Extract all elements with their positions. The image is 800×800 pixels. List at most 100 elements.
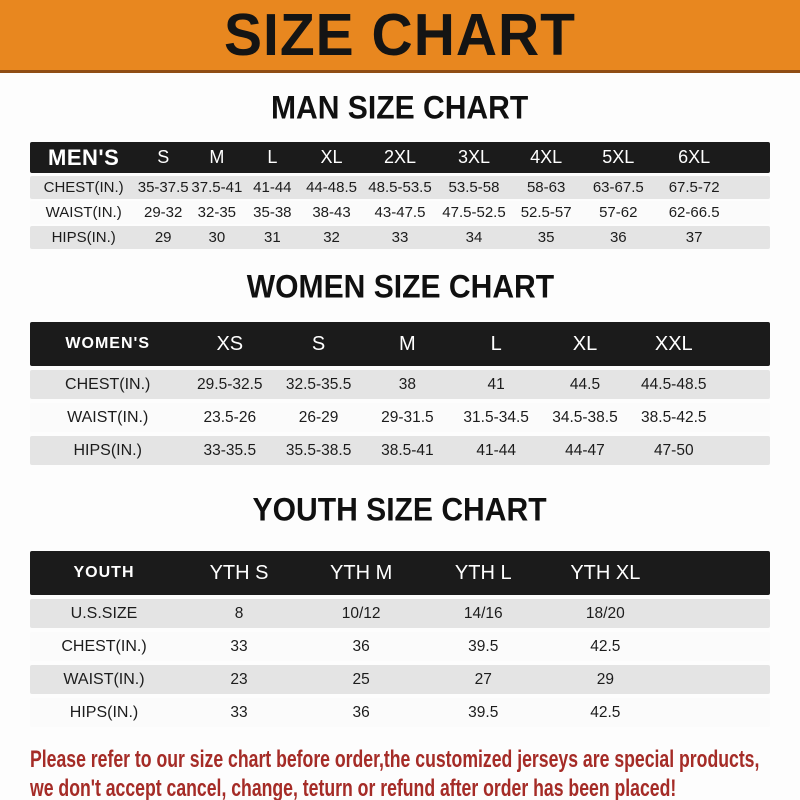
men-size-value: 35-38 — [253, 204, 292, 221]
youth-size-value: 42.5 — [590, 703, 621, 721]
men-table-label: MEN'S — [48, 144, 120, 170]
youth-size-value: 39.5 — [468, 637, 499, 655]
youth-size-value: 36 — [352, 637, 370, 655]
men-size-column-header: 5XL — [602, 147, 635, 167]
men-size-value: 62-66.5 — [668, 204, 720, 221]
youth-size-value: 14/16 — [463, 604, 503, 622]
women-size-column-header: XXL — [654, 332, 693, 355]
youth-size-value: 36 — [352, 703, 370, 721]
women-size-value: 29.5-32.5 — [197, 375, 263, 393]
men-size-value: 29-32 — [144, 204, 183, 221]
women-size-value: 38 — [398, 375, 416, 393]
men-size-value: 44-48.5 — [306, 179, 357, 196]
women-table-row: HIPS(IN.) 33-35.5 35.5-38.5 38.5-41 41-44 44-… — [30, 436, 770, 465]
women-size-value: 47-50 — [653, 441, 694, 459]
youth-size-table: YOUTH YTH S YTH M YTH L YTH XL U.S.SIZE 8 10/12… — [30, 551, 770, 727]
youth-row-label: HIPS(IN.) — [69, 703, 139, 721]
men-row-label: WAIST(IN.) — [45, 204, 122, 221]
men-table-row: CHEST(IN.) 35-37.5 37.5-41 41-44 44-48.5 48.5… — [30, 176, 770, 199]
men-size-column-header: 4XL — [530, 147, 563, 167]
women-row-label: HIPS(IN.) — [73, 441, 142, 459]
women-size-value: 23.5-26 — [203, 408, 257, 426]
men-size-value: 57-62 — [599, 204, 638, 221]
men-size-column-header: M — [209, 147, 225, 167]
youth-size-value: 39.5 — [468, 703, 499, 721]
men-size-value: 32 — [323, 229, 340, 246]
men-size-value: 43-47.5 — [374, 204, 426, 221]
youth-size-value: 33 — [230, 703, 248, 721]
women-row-label: WAIST(IN.) — [67, 408, 149, 426]
youth-size-column-header: YTH S — [209, 561, 269, 584]
youth-section-heading: YOUTH SIZE CHART — [0, 469, 800, 551]
youth-size-value: 33 — [230, 637, 248, 655]
men-size-column-header: 3XL — [457, 147, 490, 167]
youth-table-label: YOUTH — [73, 564, 135, 581]
youth-size-value: 42.5 — [590, 637, 621, 655]
men-table-row: HIPS(IN.) 29 30 31 32 33 34 35 36 37 — [30, 226, 770, 249]
youth-size-value: 10/12 — [341, 604, 381, 622]
youth-size-value: 8 — [234, 604, 244, 622]
women-table-row: WAIST(IN.) 23.5-26 26-29 29-31.5 31.5-34.5 34… — [30, 403, 770, 432]
women-table-row: CHEST(IN.) 29.5-32.5 32.5-35.5 38 41 44.5 44.5… — [30, 370, 770, 399]
youth-table-row: CHEST(IN.) 33 36 39.5 42.5 — [30, 632, 770, 661]
footer-line-1: Please refer to our size chart before or… — [30, 746, 760, 773]
men-size-table: MEN'S S M L XL 2XL 3XL 4XL 5XL 6XL CHEST(IN.) 35-37… — [30, 142, 770, 249]
men-size-column-header: 6XL — [678, 147, 711, 167]
men-size-value: 52.5-57 — [520, 204, 572, 221]
women-size-value: 44.5-48.5 — [641, 375, 707, 393]
women-size-value: 26-29 — [298, 408, 339, 426]
women-heading-text: WOMEN SIZE CHART — [246, 267, 554, 305]
men-size-value: 30 — [208, 229, 226, 246]
youth-size-column-header: YTH XL — [570, 561, 641, 584]
footer-line-2: we don't accept cancel, change, teturn o… — [30, 775, 677, 800]
women-size-value: 29-31.5 — [381, 408, 434, 426]
page-title: SIZE CHART — [224, 1, 576, 69]
men-size-value: 33 — [391, 229, 409, 246]
youth-row-label: WAIST(IN.) — [63, 670, 145, 688]
women-size-value: 44-47 — [565, 441, 605, 459]
women-header-row: WOMEN'S XS S M L XL XXL — [30, 322, 770, 366]
men-size-value: 53.5-58 — [448, 179, 500, 196]
youth-heading-text: YOUTH SIZE CHART — [252, 490, 548, 529]
women-section-heading: WOMEN SIZE CHART — [0, 251, 800, 322]
men-header-row: MEN'S S M L XL 2XL 3XL 4XL 5XL 6XL — [30, 142, 770, 173]
youth-table-row: U.S.SIZE 8 10/12 14/16 18/20 — [30, 599, 770, 628]
men-size-value: 32-35 — [197, 204, 237, 221]
youth-size-value: 23 — [230, 670, 248, 688]
men-size-column-header: L — [267, 147, 278, 167]
men-size-column-header: XL — [320, 147, 343, 167]
women-size-column-header: XS — [216, 332, 244, 355]
men-size-value: 63-67.5 — [592, 179, 644, 196]
youth-size-value: 27 — [474, 670, 492, 688]
footer-note: Please refer to our size chart before or… — [0, 731, 800, 800]
women-size-table: WOMEN'S XS S M L XL XXL CHEST(IN.) 29.5-32.5 32.5… — [30, 322, 770, 465]
men-size-value: 37.5-41 — [191, 179, 243, 196]
youth-table-row: HIPS(IN.) 33 36 39.5 42.5 — [30, 698, 770, 727]
youth-size-column-header: YTH L — [454, 561, 512, 584]
women-size-value: 35.5-38.5 — [285, 441, 352, 459]
men-table-row: WAIST(IN.) 29-32 32-35 35-38 38-43 43-47.5 47.… — [30, 201, 770, 224]
women-size-value: 41-44 — [476, 441, 516, 459]
women-table-label: WOMEN'S — [65, 335, 150, 352]
women-size-value: 32.5-35.5 — [285, 375, 352, 393]
women-size-value: 44.5 — [569, 375, 601, 393]
women-size-column-header: XL — [572, 332, 598, 355]
youth-header-row: YOUTH YTH S YTH M YTH L YTH XL — [30, 551, 770, 595]
men-size-value: 37 — [685, 229, 703, 246]
women-size-column-header: M — [399, 332, 416, 355]
youth-size-column-header: YTH M — [330, 561, 393, 584]
men-size-value: 29 — [154, 229, 172, 246]
banner: SIZE CHART — [0, 0, 800, 73]
women-size-value: 38.5-42.5 — [641, 408, 707, 426]
men-size-value: 58-63 — [526, 179, 566, 196]
men-size-value: 47.5-52.5 — [442, 204, 506, 221]
men-size-column-header: 2XL — [383, 147, 416, 167]
men-size-value: 41-44 — [253, 179, 292, 196]
women-size-value: 41 — [487, 375, 505, 393]
youth-size-value: 29 — [596, 670, 614, 688]
men-size-value: 38-43 — [312, 204, 351, 221]
men-size-value: 36 — [609, 229, 627, 246]
men-heading-text: MAN SIZE CHART — [271, 88, 529, 126]
men-size-value: 35-37.5 — [137, 179, 189, 196]
